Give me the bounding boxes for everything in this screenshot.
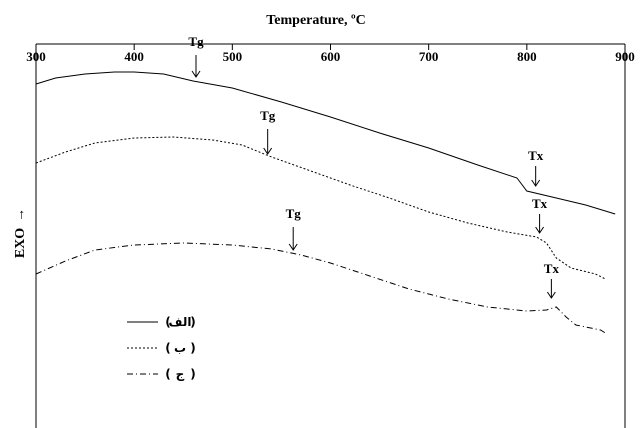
- annotation-label: Tg: [188, 34, 204, 49]
- y-axis-arrow: →: [13, 208, 28, 222]
- legend-paren: (: [165, 315, 170, 329]
- x-tick-label: 900: [615, 49, 635, 64]
- x-tick-label: 600: [321, 49, 341, 64]
- series-line-1: [35, 71, 616, 215]
- annotation-arrow-head: [191, 70, 201, 78]
- annotation-arrow-head: [288, 243, 298, 251]
- x-tick-label: 700: [419, 49, 439, 64]
- x-ticks: 300 400 500 600 700 800 900: [26, 44, 635, 64]
- annotation-arrow-head: [546, 291, 556, 299]
- x-tick-label: 300: [26, 49, 46, 64]
- annotation-arrow-head: [263, 147, 273, 155]
- y-axis-label: EXO →: [13, 208, 28, 258]
- legend-label: ج: [176, 367, 185, 381]
- annotations: Tg Tg Tx Tx Tg Tx: [188, 34, 560, 299]
- legend-paren: (: [165, 367, 170, 381]
- x-tick-label: 500: [223, 49, 243, 64]
- legend-paren: (: [165, 341, 170, 355]
- legend-paren: ): [190, 315, 195, 329]
- legend-paren: ): [190, 341, 195, 355]
- legend-paren: ): [190, 367, 195, 381]
- annotation-label: Tg: [286, 206, 302, 221]
- series-lines: [35, 71, 616, 334]
- annotation-label: Tg: [260, 108, 276, 123]
- series-line-2: [35, 136, 606, 280]
- y-axis-title: EXO: [13, 228, 28, 258]
- legend: (الف)(ب)(ج): [127, 315, 196, 381]
- annotation-label: Tx: [544, 261, 560, 276]
- series-line-3: [35, 242, 606, 334]
- x-tick-label: 400: [124, 49, 144, 64]
- annotation-arrow-head: [531, 179, 541, 187]
- annotation-label: Tx: [532, 196, 548, 211]
- x-tick-label: 800: [517, 49, 537, 64]
- annotation-label: Tx: [528, 148, 544, 163]
- legend-label: الف: [169, 315, 192, 329]
- legend-label: ب: [174, 341, 186, 355]
- chart-title: Temperature, ºC: [266, 13, 366, 28]
- annotation-arrow-head: [535, 226, 545, 234]
